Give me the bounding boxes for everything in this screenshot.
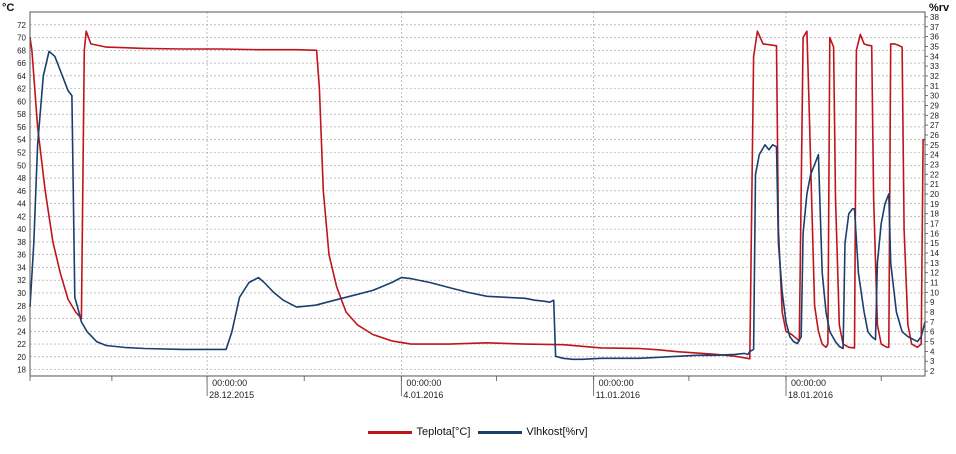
right-tick-label: 23 (930, 160, 939, 169)
left-tick-label: 36 (17, 251, 26, 260)
left-tick-label: 68 (17, 46, 26, 55)
right-tick-label: 11 (930, 279, 939, 288)
left-tick-label: 22 (17, 340, 26, 349)
right-tick-label: 15 (930, 239, 939, 248)
right-tick-label: 5 (930, 338, 935, 347)
plot-frame (29, 11, 926, 377)
left-tick-label: 46 (17, 187, 26, 196)
legend-swatch-humidity (478, 430, 523, 434)
left-tick-label: 34 (17, 263, 26, 272)
right-tick-label: 7 (930, 318, 935, 327)
series-line-temperature (29, 30, 925, 360)
right-tick-label: 14 (930, 249, 939, 258)
right-tick-label: 2 (930, 367, 935, 376)
right-axis-ticks: 2345678910111213141516171819202122232425… (925, 13, 939, 376)
legend-item-temperature: Teplota[°C] (368, 426, 470, 438)
right-tick-label: 30 (930, 92, 939, 101)
x-tick-date-label: 4.01.2016 (403, 390, 443, 400)
x-tick-time-label: 00:00:00 (212, 378, 247, 388)
left-tick-label: 64 (17, 72, 26, 81)
left-tick-label: 28 (17, 302, 26, 311)
right-tick-label: 34 (930, 52, 939, 61)
right-tick-label: 9 (930, 298, 935, 307)
legend: Teplota[°C] Vlhkost[%rv] (0, 422, 956, 442)
left-tick-label: 72 (17, 21, 26, 30)
x-tick-time-label: 00:00:00 (791, 378, 826, 388)
right-tick-label: 22 (930, 170, 939, 179)
right-tick-label: 36 (930, 33, 939, 42)
right-tick-label: 32 (930, 72, 939, 81)
x-tick-date-label: 11.01.2016 (596, 390, 640, 400)
right-tick-label: 17 (930, 220, 939, 229)
right-tick-label: 3 (930, 357, 935, 366)
right-tick-label: 16 (930, 229, 939, 238)
left-axis-unit: °C (2, 2, 14, 14)
left-tick-label: 20 (17, 353, 26, 362)
left-tick-label: 48 (17, 174, 26, 183)
left-tick-label: 38 (17, 238, 26, 247)
right-tick-label: 21 (930, 180, 939, 189)
right-tick-label: 37 (930, 23, 939, 32)
left-tick-label: 70 (17, 34, 26, 43)
right-tick-label: 12 (930, 269, 939, 278)
x-tick-date-label: 18.01.2016 (788, 390, 833, 400)
series-layer (29, 30, 926, 361)
grid (30, 12, 925, 376)
x-axis: 00:00:00 28.12.2015 00:00:00 4.01.2016 00:00… (29, 376, 882, 400)
left-tick-label: 66 (17, 59, 26, 68)
right-tick-label: 18 (930, 210, 939, 219)
left-tick-label: 56 (17, 123, 26, 132)
legend-swatch-temperature (368, 430, 413, 434)
legend-item-humidity: Vlhkost[%rv] (478, 426, 588, 438)
left-tick-label: 32 (17, 276, 26, 285)
right-tick-label: 8 (930, 308, 935, 317)
left-tick-label: 52 (17, 148, 26, 157)
right-tick-label: 28 (930, 111, 939, 120)
right-tick-label: 25 (930, 141, 939, 150)
x-tick-date-label: 28.12.2015 (209, 390, 254, 400)
left-tick-label: 60 (17, 97, 26, 106)
x-tick-time-label: 00:00:00 (599, 378, 634, 388)
right-tick-label: 38 (930, 13, 939, 22)
left-tick-label: 62 (17, 85, 26, 94)
right-tick-label: 27 (930, 121, 939, 130)
left-tick-label: 44 (17, 200, 26, 209)
left-axis-ticks: 18 20 22 24 26 28 30 32 34 36 38 40 42 44 46 48 50 52 54 56… (17, 21, 26, 375)
right-tick-label: 13 (930, 259, 939, 268)
right-tick-label: 20 (930, 190, 939, 199)
right-tick-label: 4 (930, 347, 935, 356)
legend-label-temperature: Teplota[°C] (416, 426, 471, 438)
right-tick-label: 29 (930, 101, 939, 110)
left-tick-label: 24 (17, 327, 26, 336)
right-axis-unit: %rv (929, 2, 950, 14)
left-tick-label: 50 (17, 161, 26, 170)
left-tick-label: 30 (17, 289, 26, 298)
right-tick-label: 31 (930, 82, 939, 91)
left-tick-label: 42 (17, 212, 26, 221)
right-tick-label: 24 (930, 151, 939, 160)
left-tick-label: 40 (17, 225, 26, 234)
left-tick-label: 54 (17, 136, 26, 145)
right-tick-label: 10 (930, 288, 939, 297)
series-line-humidity (29, 50, 926, 361)
right-tick-label: 33 (930, 62, 939, 71)
left-tick-label: 58 (17, 110, 26, 119)
left-tick-label: 18 (17, 366, 26, 375)
left-tick-label: 26 (17, 315, 26, 324)
right-tick-label: 26 (930, 131, 939, 140)
x-tick-time-label: 00:00:00 (406, 378, 441, 388)
right-tick-label: 35 (930, 42, 939, 51)
legend-label-humidity: Vlhkost[%rv] (526, 426, 588, 438)
right-tick-label: 6 (930, 328, 935, 337)
right-tick-label: 19 (930, 200, 939, 209)
